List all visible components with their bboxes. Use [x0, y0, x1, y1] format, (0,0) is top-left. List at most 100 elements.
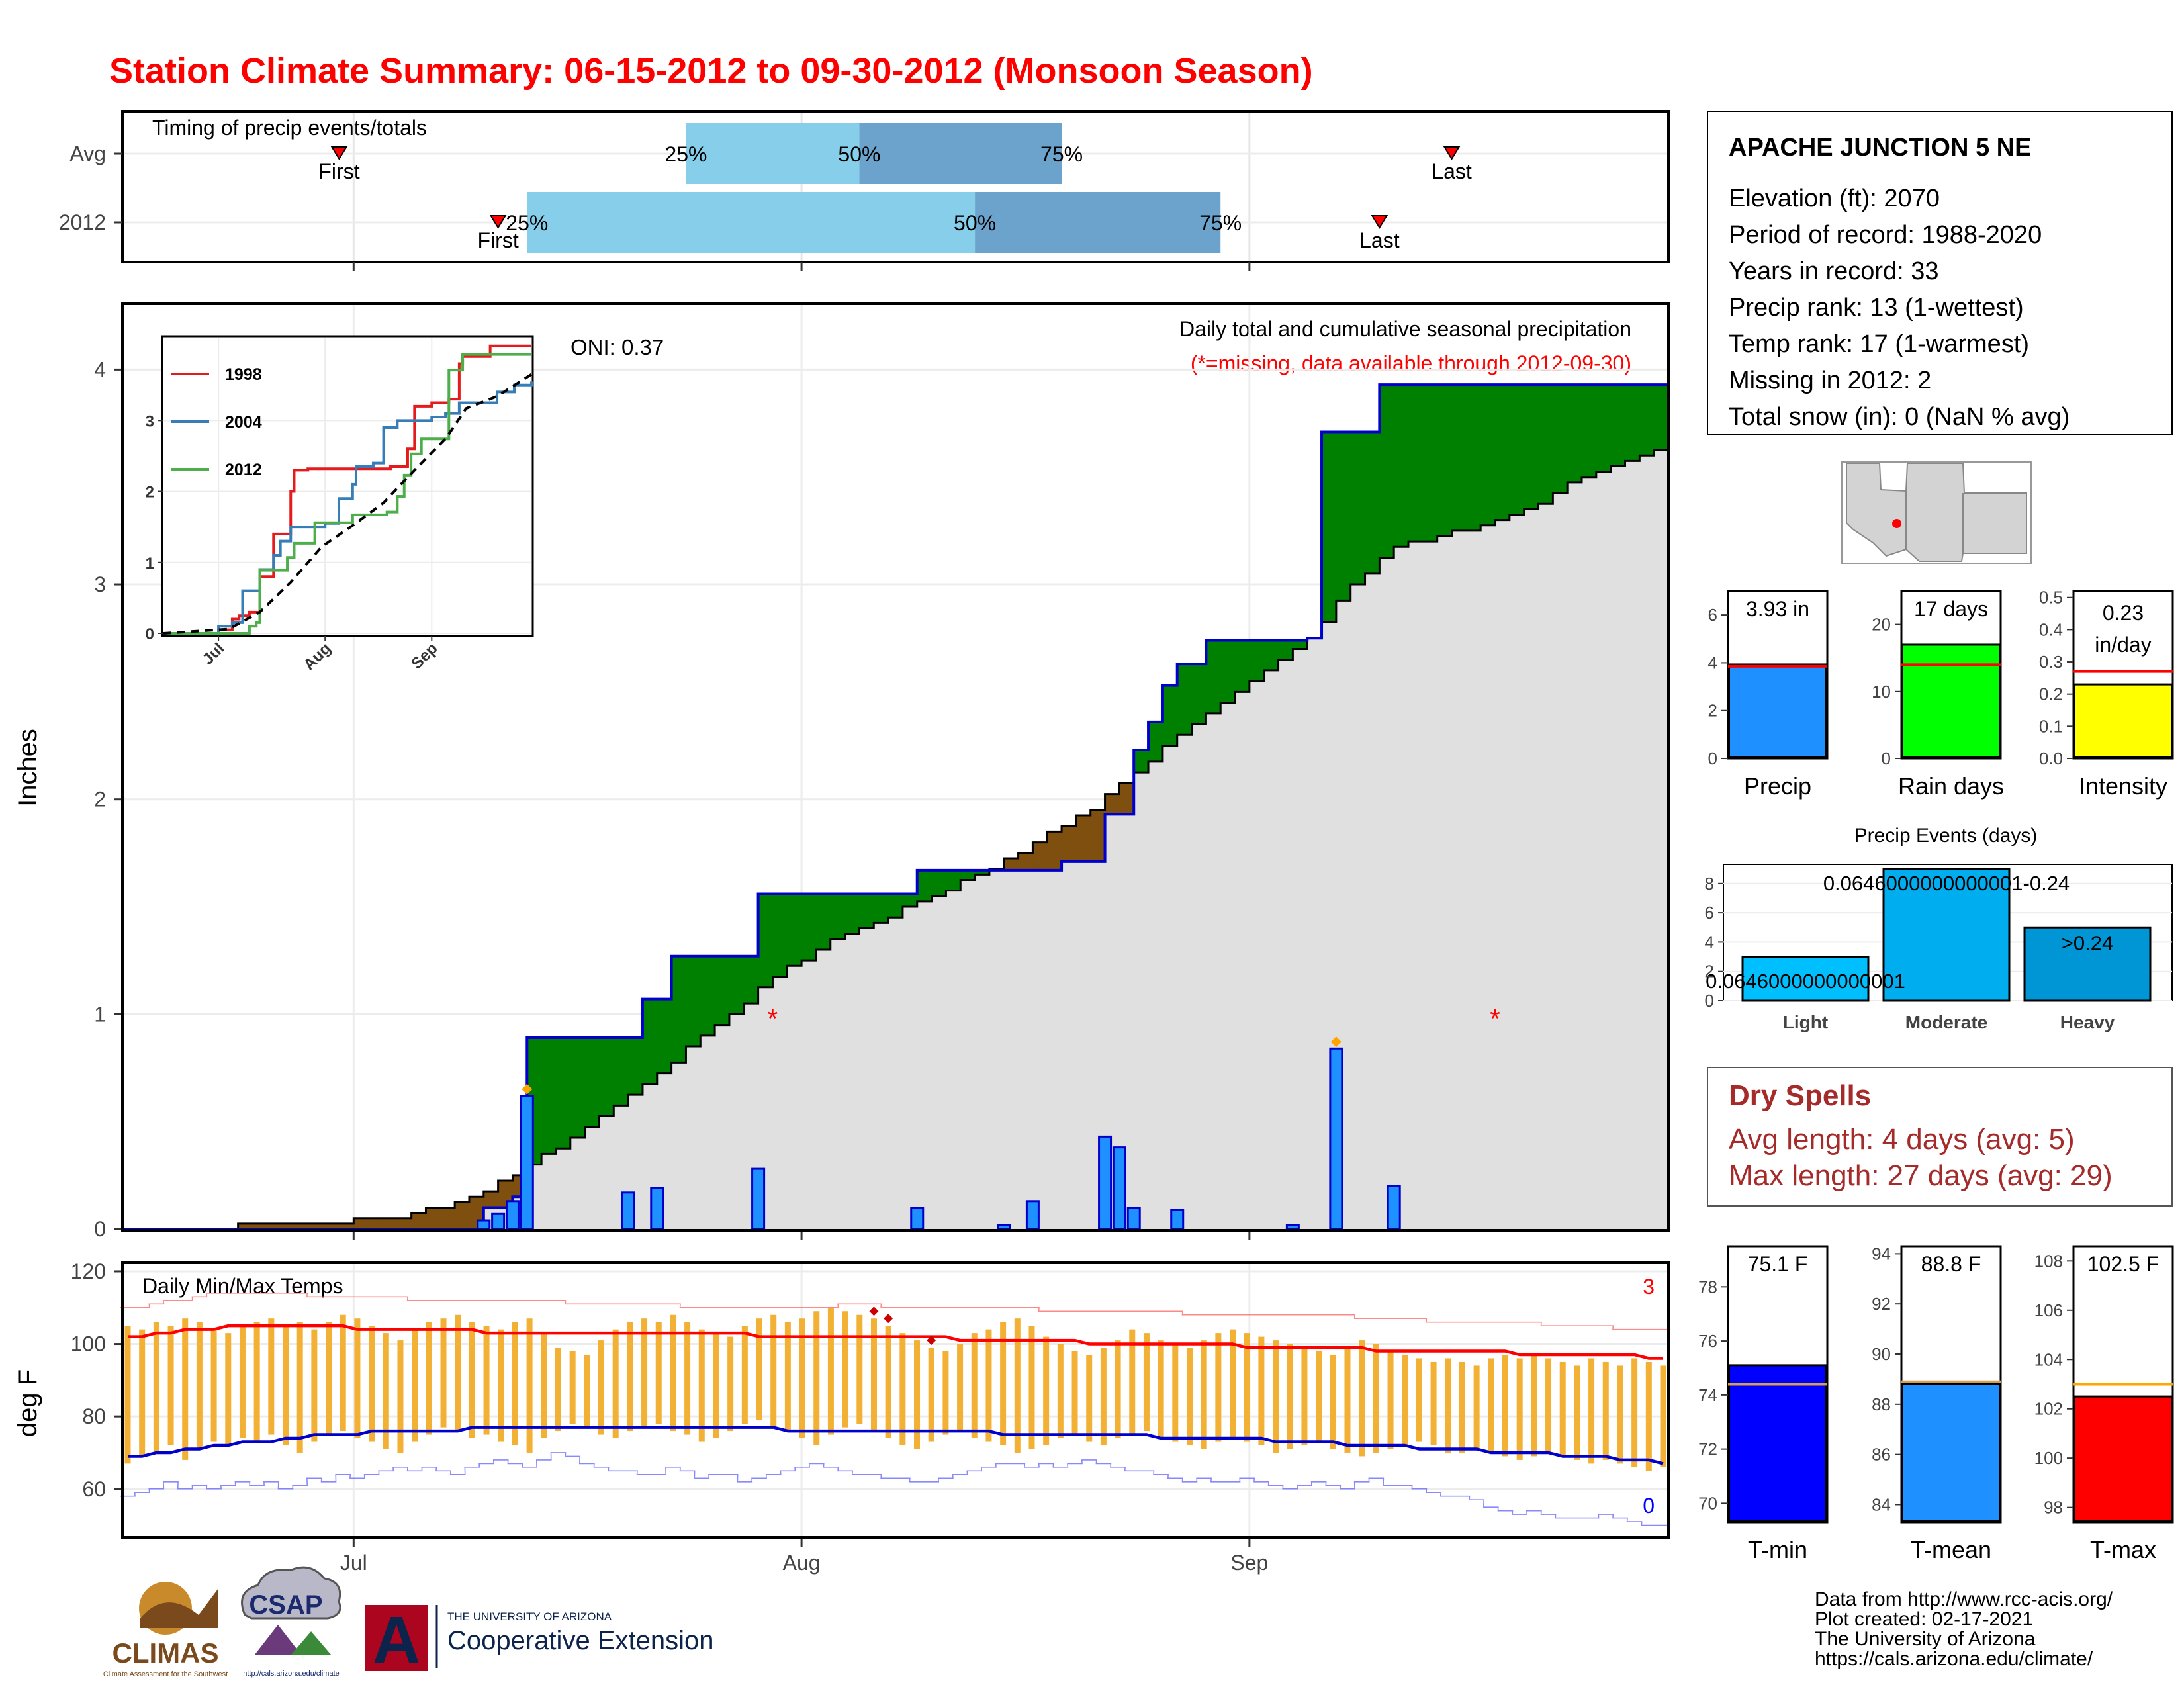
daily-temp-range-bar: [440, 1318, 447, 1428]
daily-temp-range-bar: [842, 1311, 848, 1428]
above-avg-fill: [1365, 432, 1380, 574]
daily-temp-range-bar: [124, 1326, 131, 1464]
above-avg-fill: [1293, 640, 1308, 649]
above-avg-fill: [1538, 385, 1553, 504]
above-avg-fill: [1394, 385, 1409, 547]
mini-y-tick-label: 94: [1872, 1244, 1891, 1263]
daily-temp-range-bar: [426, 1322, 432, 1435]
daily-temp-range-bar: [870, 1318, 877, 1432]
station-years: Years in record: 33: [1729, 257, 1939, 285]
above-avg-fill: [946, 870, 961, 891]
daily-temp-range-bar: [1071, 1351, 1078, 1435]
daily-temp-range-bar: [1430, 1361, 1437, 1445]
climas-mountain-icon: [140, 1588, 218, 1628]
climas-logo-subtext: Climate Assessment for the Southwest: [103, 1670, 228, 1678]
daily-temp-range-bar: [971, 1333, 978, 1439]
daily-temp-range-bar: [210, 1329, 217, 1442]
above-avg-fill: [1524, 385, 1539, 510]
above-avg-fill: [874, 893, 889, 923]
mini-y-tick-label: 0.2: [2039, 684, 2063, 704]
daily-temp-range-bar: [1617, 1365, 1623, 1464]
above-avg-fill: [1596, 385, 1612, 472]
precip-y-axis-label: Inches: [13, 729, 42, 807]
above-avg-fill: [1625, 385, 1640, 461]
above-avg-fill: [1495, 385, 1510, 520]
above-avg-fill: [917, 870, 933, 901]
above-avg-fill: [1639, 385, 1655, 456]
above-avg-fill: [1263, 640, 1279, 670]
above-avg-fill: [1191, 664, 1206, 725]
daily-temp-range-bar: [469, 1322, 475, 1439]
mini-y-tick-label: 20: [1872, 615, 1891, 635]
dry-spells-frame: [1707, 1067, 2173, 1207]
inset-y-tick-label: 2: [146, 484, 154, 502]
daily-temp-range-bar: [1086, 1355, 1093, 1442]
above-avg-fill: [787, 893, 802, 966]
inset-legend-label: 2012: [225, 461, 262, 479]
daily-temp-range-bar: [1201, 1340, 1207, 1449]
timing-bar-50-75: [975, 192, 1221, 253]
timing-last-marker: [1371, 215, 1388, 229]
precip-y-tick-label: 2: [94, 788, 106, 811]
above-avg-fill: [1582, 385, 1597, 477]
daily-precip-bar: [520, 1095, 534, 1230]
above-avg-fill: [599, 1038, 614, 1117]
above-avg-fill: [960, 870, 976, 880]
events-bar-heavy: [2023, 926, 2152, 1002]
above-avg-fill: [844, 893, 860, 934]
mini-bar-value-label: 3.93 in: [1746, 597, 1809, 621]
timing-first-label: First: [318, 160, 359, 183]
mini-bar-value-label: 75.1 F: [1748, 1252, 1808, 1276]
daily-temp-range-bar: [627, 1322, 633, 1432]
below-avg-fill: [396, 1218, 412, 1229]
above-avg-fill: [1610, 385, 1626, 467]
daily-temp-range-bar: [555, 1348, 561, 1432]
station-name: APACHE JUNCTION 5 NE: [1729, 134, 2031, 161]
station-location-dot: [1892, 519, 1901, 528]
daily-precip-bar: [1285, 1224, 1300, 1230]
mini-y-tick-label: 92: [1872, 1294, 1891, 1314]
daily-temp-range-bar: [1301, 1348, 1308, 1445]
above-avg-fill: [801, 893, 817, 961]
above-avg-fill: [1206, 640, 1221, 713]
mini-y-tick-label: 2: [1708, 701, 1717, 721]
daily-precip-bar: [910, 1207, 925, 1230]
daily-temp-range-bar: [296, 1322, 303, 1453]
mini-y-tick-label: 72: [1698, 1440, 1717, 1459]
mini-x-label: T-mean: [1911, 1536, 1991, 1563]
daily-temp-range-bar: [1057, 1344, 1064, 1439]
below-avg-fill: [267, 1223, 282, 1229]
daily-temp-range-bar: [412, 1329, 418, 1442]
precip-panel: Daily total and cumulative seasonal prec…: [13, 302, 1670, 1241]
mini-bar-value: [1901, 643, 2001, 759]
map-states: [1846, 463, 2027, 562]
precip-y-tick-label: 4: [94, 357, 106, 381]
daily-temp-range-bar: [283, 1326, 289, 1445]
above-avg-fill: [570, 1038, 586, 1138]
mini-bar-value: [1901, 1383, 2001, 1522]
timing-label-50: 50%: [954, 211, 996, 235]
inset-y-tick-label: 1: [146, 555, 154, 572]
mini-x-label: Precip: [1744, 772, 1811, 800]
daily-temp-range-bar: [483, 1326, 490, 1435]
dry-spells-title: Dry Spells: [1729, 1079, 1871, 1112]
daily-precip-bar: [505, 1200, 520, 1230]
daily-temp-range-bar: [928, 1348, 934, 1442]
daily-precip-bar: [1025, 1200, 1040, 1230]
below-avg-fill: [238, 1223, 253, 1229]
avg-cumulative-area: [122, 445, 1668, 1230]
above-avg-fill: [700, 956, 715, 1036]
dry-spells-box: Dry Spells Avg length: 4 days (avg: 5) M…: [1707, 1067, 2173, 1207]
mini-x-label: T-min: [1748, 1536, 1807, 1563]
timing-bar-25-50: [686, 123, 860, 184]
daily-precip-bar: [1170, 1209, 1185, 1230]
daily-temp-range-bar: [239, 1326, 246, 1439]
temp-y-axis-label: deg F: [13, 1369, 42, 1437]
timing-row-label: 2012: [59, 210, 106, 234]
daily-temp-range-bar: [383, 1333, 389, 1449]
daily-temp-range-bar: [1645, 1361, 1652, 1471]
mini-bar-value-unit: in/day: [2095, 633, 2151, 657]
csap-logo: CSAP http://cals.arizona.edu/climate: [241, 1566, 341, 1678]
station-box-frame: [1707, 111, 2173, 435]
daily-temp-range-bar: [1316, 1351, 1322, 1442]
